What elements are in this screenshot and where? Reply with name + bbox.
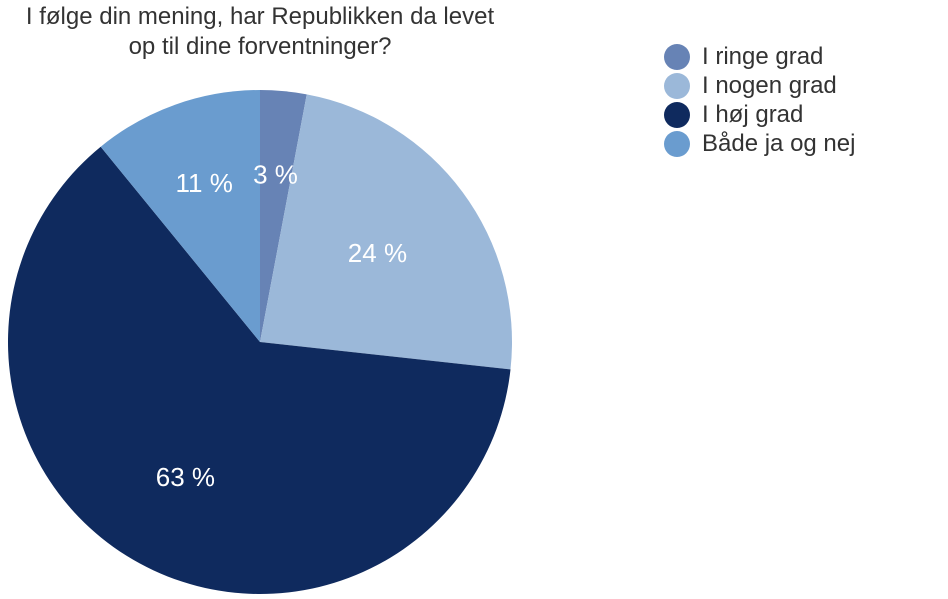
legend-swatch-i-ringe-grad (664, 43, 690, 70)
legend-label-i-ringe-grad: I ringe grad (702, 42, 824, 70)
legend-item-i-nogen-grad: I nogen grad (664, 71, 855, 100)
chart-title: I følge din mening, har Republikken da l… (0, 2, 520, 62)
pie-slice-i-nogen-grad (260, 94, 512, 370)
legend-label-baade-ja-og-nej: Både ja og nej (702, 129, 856, 157)
pie-label-baade-ja-og-nej: 11 % (176, 168, 233, 198)
pie-slice-baade-ja-og-nej (100, 90, 260, 342)
legend-item-i-ringe-grad: I ringe grad (664, 42, 855, 71)
legend: I ringe grad I nogen grad I høj grad Båd… (664, 42, 855, 158)
legend-item-i-hoej-grad: I høj grad (664, 100, 855, 129)
pie-label-i-ringe-grad: 3 % (253, 159, 298, 189)
legend-label-i-nogen-grad: I nogen grad (702, 71, 837, 99)
legend-swatch-i-nogen-grad (664, 72, 690, 99)
legend-swatch-i-hoej-grad (664, 101, 690, 128)
pie-slice-i-hoej-grad (8, 146, 511, 594)
pie-label-i-nogen-grad: 24 % (348, 238, 407, 268)
chart-title-line-2: op til dine forventninger? (128, 33, 392, 60)
pie-label-i-hoej-grad: 63 % (156, 462, 215, 492)
pie-slice-i-ringe-grad (260, 90, 307, 342)
chart-title-line-1: I følge din mening, har Republikken da l… (25, 3, 495, 30)
legend-swatch-baade-ja-og-nej (664, 130, 690, 157)
legend-item-baade-ja-og-nej: Både ja og nej (664, 129, 855, 158)
legend-label-i-hoej-grad: I høj grad (702, 100, 804, 128)
